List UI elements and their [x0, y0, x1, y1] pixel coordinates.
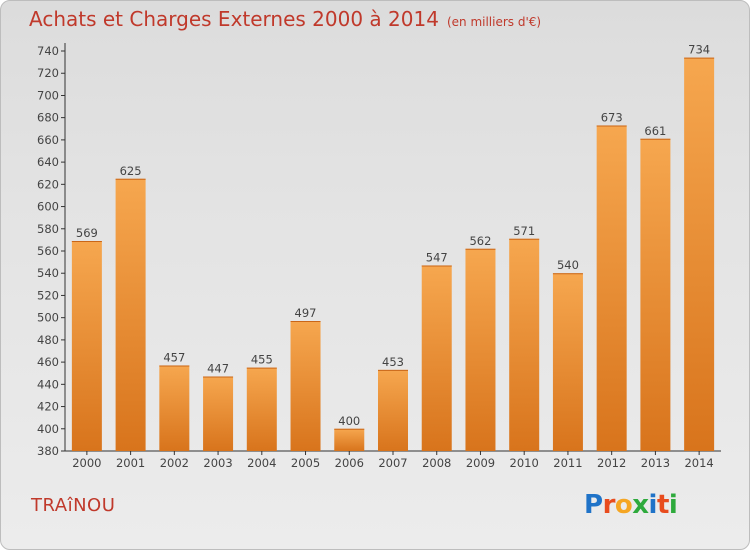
bar-value-label: 625	[120, 164, 142, 178]
bar-value-label: 457	[163, 350, 185, 364]
bar	[465, 248, 496, 451]
commune-name: TRAîNOU	[31, 495, 116, 516]
bar-value-label: 661	[644, 124, 666, 138]
x-tick-label: 2001	[116, 456, 145, 470]
chart-title: Achats et Charges Externes 2000 à 2014 (e…	[29, 7, 541, 31]
y-tick-label: 440	[37, 377, 59, 391]
bar	[290, 321, 321, 451]
bar-value-label: 571	[513, 224, 535, 238]
x-tick-label: 2012	[597, 456, 626, 470]
x-tick-label: 2010	[510, 456, 539, 470]
bar	[246, 367, 277, 451]
x-tick-label: 2004	[247, 456, 276, 470]
x-tick-label: 2007	[378, 456, 407, 470]
bar-value-label: 453	[382, 355, 404, 369]
bar	[378, 369, 408, 451]
proxiti-logo: Proxiti	[584, 490, 678, 520]
y-tick-label: 660	[37, 133, 59, 147]
y-tick-label: 500	[37, 311, 59, 325]
logo-letter: i	[648, 490, 658, 520]
bar-value-label: 447	[207, 362, 229, 376]
chart-title-text: Achats et Charges Externes 2000 à 2014	[29, 7, 439, 31]
bar-value-label: 455	[251, 353, 273, 367]
y-tick-label: 740	[37, 44, 59, 58]
bar	[596, 125, 627, 451]
y-tick-label: 680	[37, 111, 59, 125]
x-tick-label: 2006	[335, 456, 364, 470]
y-tick-label: 460	[37, 355, 59, 369]
x-tick-label: 2003	[203, 456, 232, 470]
bar	[640, 138, 671, 451]
bar	[552, 273, 583, 451]
bar	[334, 428, 365, 451]
y-tick-label: 520	[37, 288, 59, 302]
y-tick-label: 480	[37, 333, 59, 347]
y-tick-label: 560	[37, 244, 59, 258]
bar-value-label: 547	[426, 250, 448, 264]
logo-letter: r	[602, 490, 616, 520]
x-tick-label: 2005	[291, 456, 320, 470]
logo-letter: i	[668, 490, 678, 520]
chart-subtitle: (en milliers d'€)	[446, 15, 542, 29]
bar	[71, 241, 102, 451]
logo-letter: o	[614, 490, 633, 520]
y-tick-label: 620	[37, 177, 59, 191]
bar-value-label: 569	[76, 226, 98, 240]
y-tick-label: 720	[37, 66, 59, 80]
y-tick-label: 420	[37, 400, 59, 414]
x-tick-label: 2000	[72, 456, 101, 470]
bar-value-label: 673	[601, 110, 623, 124]
bar	[115, 178, 146, 451]
bar-value-label: 734	[688, 43, 710, 57]
y-tick-label: 640	[37, 155, 59, 169]
x-tick-label: 2013	[641, 456, 670, 470]
logo-letter: x	[632, 490, 649, 520]
y-tick-label: 700	[37, 88, 59, 102]
x-tick-label: 2011	[553, 456, 582, 470]
bar-value-label: 497	[295, 306, 317, 320]
bar	[159, 365, 190, 451]
logo-letter: t	[656, 490, 669, 520]
bar-value-label: 540	[557, 258, 579, 272]
bar-value-label: 400	[338, 414, 360, 428]
bar	[509, 238, 540, 451]
x-tick-label: 2008	[422, 456, 451, 470]
logo-letter: P	[584, 490, 603, 520]
x-tick-label: 2002	[160, 456, 189, 470]
bar	[684, 57, 715, 452]
x-tick-label: 2009	[466, 456, 495, 470]
y-tick-label: 380	[37, 444, 59, 458]
bar	[203, 376, 234, 451]
y-tick-label: 400	[37, 422, 59, 436]
y-tick-label: 580	[37, 222, 59, 236]
bar	[421, 265, 452, 451]
y-tick-label: 540	[37, 266, 59, 280]
x-tick-label: 2014	[684, 456, 713, 470]
y-tick-label: 600	[37, 200, 59, 214]
bar-value-label: 562	[469, 234, 491, 248]
